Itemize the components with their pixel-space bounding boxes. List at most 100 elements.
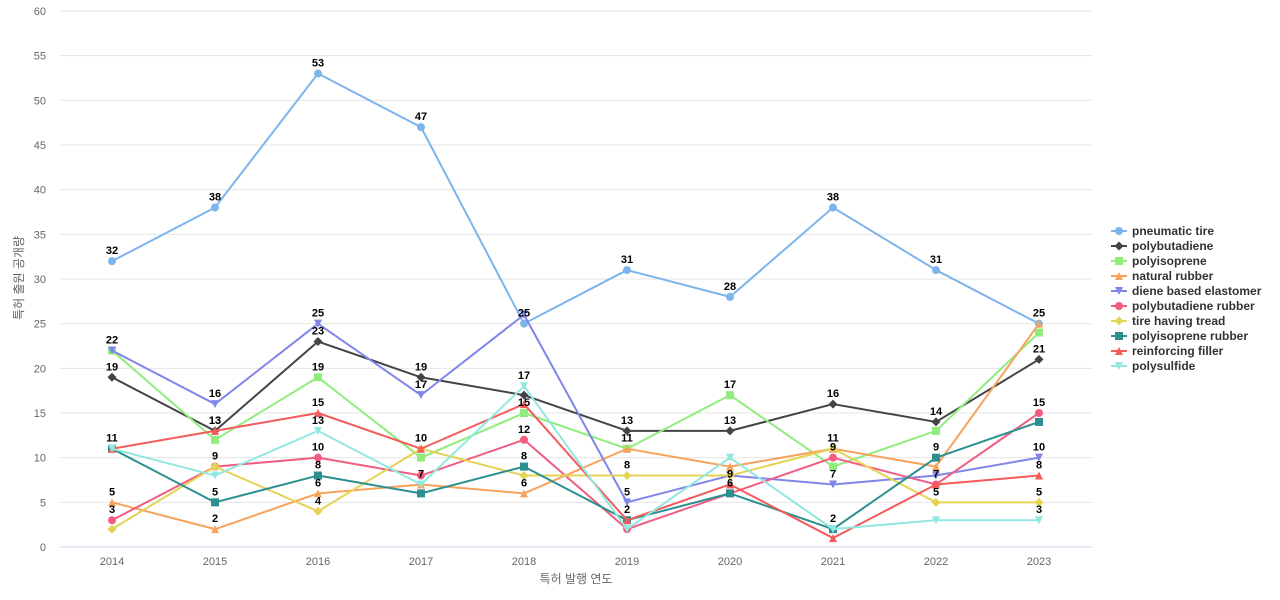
legend-item-reinforcing-filler[interactable]: reinforcing filler — [1111, 344, 1224, 358]
data-label: 15 — [312, 397, 324, 409]
data-point — [417, 480, 425, 489]
legend-label: diene based elastomer — [1132, 284, 1262, 298]
legend-item-tire-having-tread[interactable]: tire having tread — [1111, 314, 1225, 328]
data-point — [314, 373, 322, 382]
data-label: 14 — [930, 406, 943, 418]
data-label: 17 — [415, 379, 427, 391]
legend-item-polybutadiene-rubber[interactable]: polybutadiene rubber — [1111, 299, 1255, 313]
data-point — [314, 471, 322, 480]
data-label: 3 — [109, 504, 115, 516]
data-label: 2 — [830, 513, 836, 525]
data-label: 38 — [827, 192, 839, 204]
legend-symbol — [1114, 241, 1124, 251]
data-label: 23 — [312, 326, 324, 338]
data-point — [1035, 409, 1043, 417]
series-line — [111, 412, 1040, 531]
legend-item-polyisoprene-rubber[interactable]: polyisoprene rubber — [1111, 329, 1248, 343]
legend-item-diene-based-elastomer[interactable]: diene based elastomer — [1111, 284, 1262, 298]
legend-item-polyisoprene[interactable]: polyisoprene — [1111, 254, 1207, 268]
data-label: 10 — [1033, 442, 1045, 454]
legend-item-natural-rubber[interactable]: natural rubber — [1111, 269, 1214, 283]
data-point — [417, 489, 425, 498]
data-point — [726, 391, 734, 400]
y-tick-label: 20 — [34, 363, 46, 375]
data-point — [314, 409, 322, 417]
data-point — [210, 462, 220, 472]
data-point — [932, 426, 940, 435]
x-tick-label: 2017 — [409, 556, 433, 568]
y-tick-label: 5 — [40, 497, 46, 509]
data-point — [211, 426, 219, 435]
y-tick-label: 25 — [34, 319, 46, 331]
legend-symbol — [1115, 227, 1123, 235]
x-axis-ticks: 2014 2015 2016 2017 2018 2019 2020 2021 2022 2023 — [100, 556, 1051, 568]
x-tick-label: 2020 — [718, 556, 742, 568]
y-tick-label: 45 — [34, 140, 46, 152]
series-polybutadiene — [107, 337, 1044, 436]
data-point — [313, 506, 323, 516]
data-label: 13 — [621, 415, 633, 427]
data-label: 13 — [724, 415, 736, 427]
data-label: 38 — [209, 192, 221, 204]
data-label: 9 — [830, 442, 836, 454]
y-axis-ticks: 0 5 10 15 20 25 30 35 40 45 50 55 60 — [34, 6, 46, 554]
legend-symbol — [1114, 316, 1124, 326]
data-point — [520, 382, 528, 391]
data-point — [211, 471, 219, 480]
data-label: 10 — [415, 433, 427, 445]
data-label: 21 — [1033, 343, 1045, 355]
data-point — [108, 346, 116, 355]
data-point — [829, 203, 837, 212]
data-point — [520, 435, 528, 444]
data-label: 5 — [109, 486, 115, 498]
data-label: 19 — [312, 361, 324, 373]
data-point — [314, 489, 322, 498]
grid-lines — [60, 10, 1092, 548]
data-label: 17 — [518, 370, 530, 382]
legend-item-polybutadiene[interactable]: polybutadiene — [1111, 239, 1214, 253]
legend-item-pneumatic-tire[interactable]: pneumatic tire — [1111, 224, 1214, 238]
legend-label: polysulfide — [1132, 359, 1196, 373]
data-point — [1035, 417, 1043, 426]
data-label: 8 — [1036, 460, 1042, 472]
legend-label: polybutadiene — [1132, 239, 1214, 253]
x-tick-label: 2022 — [924, 556, 948, 568]
data-point — [931, 497, 941, 507]
series-line — [111, 340, 1040, 432]
data-point — [725, 426, 735, 436]
data-point — [1034, 497, 1044, 507]
series-diene-based-elastomer — [108, 310, 1043, 507]
y-axis-title: 특허 출원 공개량 — [12, 236, 26, 320]
data-point — [726, 453, 734, 462]
data-label: 5 — [624, 486, 630, 498]
series-line — [111, 385, 1039, 531]
data-point — [726, 462, 734, 471]
data-label: 47 — [415, 111, 427, 123]
data-point — [828, 399, 838, 409]
data-point — [726, 480, 734, 489]
x-axis-title: 특허 발행 연도 — [540, 571, 613, 586]
data-point — [623, 266, 631, 275]
series-line — [111, 403, 1040, 540]
data-point — [932, 266, 940, 275]
data-point — [726, 489, 734, 498]
legend-item-polysulfide[interactable]: polysulfide — [1111, 359, 1196, 373]
data-point — [829, 480, 837, 489]
data-point — [1035, 516, 1043, 525]
legend-symbol — [1115, 287, 1123, 295]
data-point — [520, 409, 528, 417]
series-line — [111, 72, 1040, 325]
data-point — [623, 444, 631, 453]
data-label: 12 — [518, 424, 530, 436]
legend-label: pneumatic tire — [1132, 224, 1214, 238]
legend-label: natural rubber — [1132, 269, 1214, 283]
data-label: 53 — [312, 58, 324, 70]
data-point — [108, 257, 116, 266]
data-label: 10 — [312, 442, 324, 454]
data-point — [931, 417, 941, 427]
legend-symbol — [1115, 272, 1123, 280]
data-label: 13 — [312, 415, 324, 427]
data-label: 2 — [212, 513, 218, 525]
y-tick-label: 15 — [34, 408, 46, 420]
